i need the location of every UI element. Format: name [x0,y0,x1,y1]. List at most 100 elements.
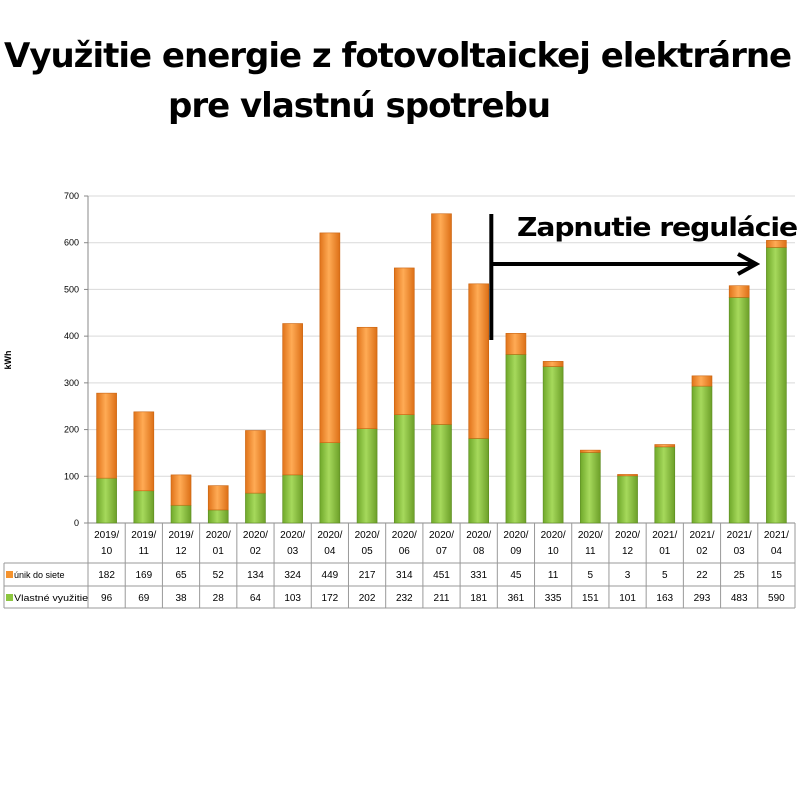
data-label-self-use: 335 [545,593,562,604]
y-tick-label: 0 [74,518,79,528]
bar-grid-export [766,240,787,248]
data-label-self-use: 181 [470,593,487,604]
x-tick-label-month: 08 [473,546,485,557]
bar-self-use [393,414,415,524]
bar-self-use [580,452,601,524]
x-tick-label-month: 12 [175,546,187,557]
x-tick-label-month: 02 [250,546,262,557]
y-tick-label: 700 [64,191,79,201]
x-tick-label-month: 01 [659,546,671,557]
data-label-self-use: 163 [656,593,673,604]
bar-self-use [207,509,229,524]
bar-grid-export [468,283,490,439]
bar-grid-export [654,444,676,448]
data-label-grid-export: 324 [284,570,301,581]
x-tick-label-year: 2019/ [131,530,156,541]
data-label-grid-export: 25 [734,570,746,581]
x-tick-label-month: 06 [399,546,411,557]
bar-grid-export [170,474,192,506]
x-tick-label-month: 05 [362,546,374,557]
data-label-grid-export: 22 [696,570,708,581]
x-tick-label-year: 2020/ [206,530,231,541]
x-tick-label-month: 01 [213,546,225,557]
data-label-self-use: 361 [508,593,525,604]
x-tick-label-year: 2020/ [429,530,454,541]
x-tick-label-year: 2020/ [355,530,380,541]
data-label-self-use: 211 [434,593,450,604]
y-tick-label: 300 [64,378,79,388]
bar-self-use [245,492,266,524]
x-tick-label-year: 2021/ [652,530,677,541]
data-label-grid-export: 217 [359,570,376,581]
y-tick-label: 400 [64,331,79,341]
data-label-grid-export: 45 [510,570,522,581]
bar-self-use [170,504,192,524]
y-axis-label: kWh [3,351,13,370]
bar-grid-export [505,333,527,355]
x-tick-label-month: 09 [510,546,522,557]
bar-self-use [505,354,527,524]
data-label-self-use: 96 [101,593,113,604]
x-tick-label-month: 12 [622,546,634,557]
x-tick-label-year: 2020/ [243,530,268,541]
x-tick-label-year: 2020/ [541,530,566,541]
x-tick-label-month: 04 [324,546,336,557]
bar-self-use [431,424,452,524]
data-label-self-use: 172 [322,593,339,604]
bar-self-use [356,428,378,524]
data-label-grid-export: 169 [135,570,152,581]
y-tick-label: 200 [64,425,79,435]
y-tick-label: 100 [64,471,79,481]
regulation-annotation: Zapnutie regulácie [517,213,797,243]
data-label-self-use: 232 [396,593,413,604]
bar-grid-export [319,232,341,443]
data-label-self-use: 69 [138,593,150,604]
bar-self-use [319,442,341,524]
bar-grid-export [245,430,266,494]
bar-self-use [542,366,564,524]
bar-self-use [617,475,638,524]
bar-self-use [133,490,155,524]
x-tick-label-month: 10 [101,546,113,557]
x-tick-label-year: 2020/ [280,530,305,541]
data-label-self-use: 590 [768,593,785,604]
x-tick-label-month: 03 [287,546,299,557]
bar-grid-export [96,392,117,479]
bar-self-use [766,247,787,524]
data-label-self-use: 28 [213,593,225,604]
data-label-grid-export: 182 [98,570,115,581]
bar-self-use [468,438,490,524]
bar-grid-export [728,285,750,298]
data-label-grid-export: 314 [396,570,413,581]
data-label-grid-export: 65 [175,570,187,581]
data-label-grid-export: 5 [588,570,594,581]
data-label-grid-export: 451 [433,570,450,581]
data-label-grid-export: 15 [771,570,783,581]
chart-title-line-1: Využitie energie z fotovoltaickej elektr… [4,36,792,76]
bar-grid-export [542,361,564,367]
x-tick-label-year: 2019/ [169,530,194,541]
x-tick-label-year: 2020/ [466,530,491,541]
data-label-grid-export: 3 [625,570,631,581]
x-tick-label-year: 2020/ [615,530,640,541]
data-label-self-use: 483 [731,593,748,604]
bar-grid-export [431,213,452,425]
data-label-grid-export: 5 [662,570,668,581]
data-label-self-use: 202 [359,593,376,604]
x-tick-label-month: 02 [696,546,708,557]
bar-grid-export [691,375,713,387]
data-label-grid-export: 11 [548,570,559,581]
x-tick-label-month: 10 [548,546,560,557]
x-tick-label-month: 04 [771,546,783,557]
bar-grid-export [356,326,378,429]
bar-grid-export [617,474,638,477]
x-tick-label-year: 2021/ [764,530,789,541]
bar-grid-export [282,323,303,476]
bar-self-use [728,297,750,524]
bar-grid-export [207,485,229,511]
y-tick-label: 500 [64,284,79,294]
y-tick-label: 600 [64,238,79,248]
bar-grid-export [393,267,415,415]
data-label-self-use: 293 [694,593,711,604]
